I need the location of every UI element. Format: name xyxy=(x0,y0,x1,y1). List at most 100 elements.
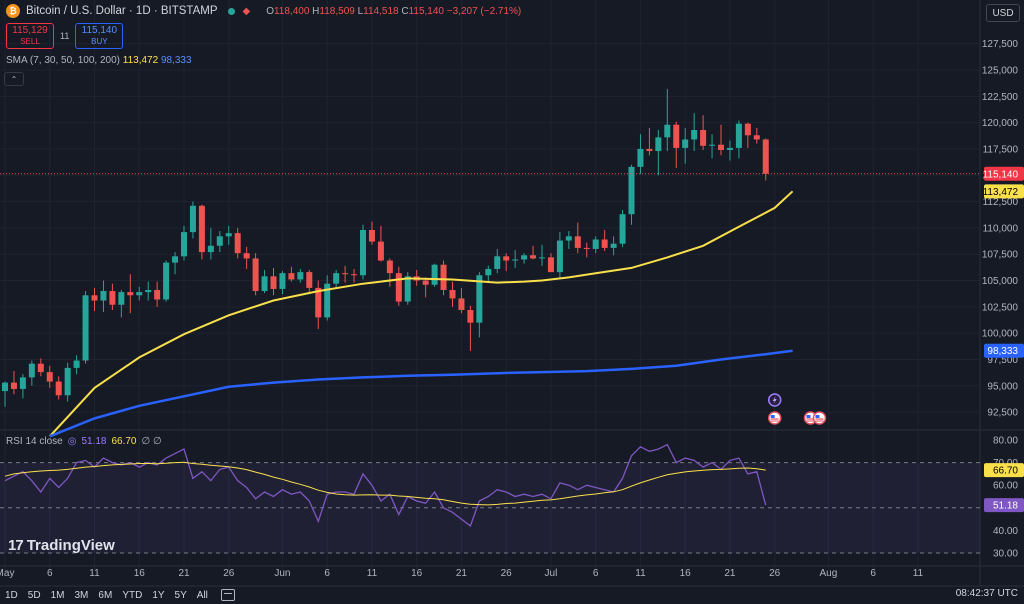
candle-body xyxy=(386,260,393,274)
sell-button[interactable]: 115,129 SELL xyxy=(6,23,54,49)
price-tick-label: 107,500 xyxy=(982,250,1019,261)
sma-legend[interactable]: SMA (7, 30, 50, 100, 200) 113,472 98,333 xyxy=(6,55,192,66)
time-tick-label: 16 xyxy=(411,568,423,579)
candle xyxy=(145,281,152,301)
candle-body xyxy=(655,137,662,152)
candle-body xyxy=(377,241,384,261)
candle-body xyxy=(37,363,44,373)
time-tick-label: 11 xyxy=(367,568,378,579)
us-flag-event-icon[interactable] xyxy=(812,411,827,425)
candle-body xyxy=(709,144,716,146)
candle xyxy=(655,130,662,176)
bottom-toolbar: 1D 5D 1M 3M 6M YTD 1Y 5Y All 08:42:37 UT… xyxy=(0,586,1024,604)
market-status-icon xyxy=(227,7,235,15)
candle xyxy=(10,371,17,395)
candle-body xyxy=(2,382,8,392)
rsi-tick-label: 30.00 xyxy=(993,548,1018,559)
candle xyxy=(163,260,170,302)
range-all-button[interactable]: All xyxy=(196,589,208,601)
tradingview-logo-icon: 17 xyxy=(8,537,24,554)
range-ytd-button[interactable]: YTD xyxy=(122,589,143,601)
utc-clock[interactable]: 08:42:37 UTC xyxy=(955,588,1018,599)
time-tick-label: 11 xyxy=(89,568,100,579)
rsi-tick-label: 40.00 xyxy=(993,526,1018,537)
candle xyxy=(619,210,626,247)
candle-body xyxy=(64,367,71,396)
candle-body xyxy=(628,166,635,215)
candle xyxy=(100,280,107,313)
candle-body xyxy=(198,205,205,253)
candle-body xyxy=(368,230,375,242)
range-1m-button[interactable]: 1M xyxy=(50,589,65,601)
candle-body xyxy=(404,276,411,302)
price-axis-value-label-bg xyxy=(984,343,1024,358)
rsi-settings-icon[interactable]: ◎ xyxy=(67,436,77,447)
sma-fast-value: 113,472 xyxy=(122,55,159,66)
price-tick-label: 112,500 xyxy=(983,197,1019,208)
sma-line xyxy=(49,349,793,438)
candle-body xyxy=(440,264,447,290)
range-5y-button[interactable]: 5Y xyxy=(174,589,187,601)
candle xyxy=(252,253,259,296)
candle-body xyxy=(136,292,143,296)
rsi-line xyxy=(4,443,767,527)
candle xyxy=(458,287,465,314)
time-tick-label: Jul xyxy=(545,568,558,579)
flag-icon[interactable]: ◆ xyxy=(242,5,251,17)
ohlc-open-value: 118,400 xyxy=(273,5,310,17)
price-tick-label: 97,500 xyxy=(987,355,1018,366)
go-to-date-icon[interactable] xyxy=(220,589,235,601)
range-3m-button[interactable]: 3M xyxy=(74,589,89,601)
candle xyxy=(351,268,358,283)
candle xyxy=(109,283,116,310)
price-tick-label: 127,500 xyxy=(982,39,1019,50)
range-6m-button[interactable]: 6M xyxy=(98,589,113,601)
candle-body xyxy=(467,310,474,323)
price-axis-value-label-text: 98,333 xyxy=(987,346,1018,357)
price-tick-label: 120,000 xyxy=(982,118,1019,129)
candle xyxy=(279,271,286,295)
time-tick-label: 11 xyxy=(913,568,924,579)
flag-canton xyxy=(815,415,820,418)
candle-body xyxy=(28,363,35,378)
candle-body xyxy=(360,230,366,276)
candle xyxy=(664,88,671,152)
candle-body xyxy=(252,258,259,292)
candle-body xyxy=(306,272,313,288)
candle xyxy=(467,305,474,352)
time-tick-label: 26 xyxy=(223,568,235,579)
range-1d-button[interactable]: 1D xyxy=(5,589,18,601)
rsi-legend[interactable]: RSI 14 close ◎ 51.18 66.70 ∅ ∅ xyxy=(6,436,162,447)
chart-header: ₿ Bitcoin / U.S. Dollar · 1D · BITSTAMP … xyxy=(0,0,980,86)
candle-body xyxy=(10,382,17,389)
ohlc-close-label: C xyxy=(401,5,409,17)
candle xyxy=(82,291,89,364)
candle-body xyxy=(109,291,116,305)
us-flag-event-icon[interactable] xyxy=(767,411,782,425)
tradingview-logo[interactable]: 17 TradingView xyxy=(8,537,115,554)
lightning-event-icon[interactable] xyxy=(767,393,782,407)
rsi-axis-value-label: 51.18 xyxy=(984,498,1024,513)
buy-button[interactable]: 115,140 BUY xyxy=(75,23,124,49)
currency-selector[interactable]: USD xyxy=(986,4,1020,22)
candle-body xyxy=(288,273,295,280)
price-tick-label: 105,000 xyxy=(982,276,1019,287)
symbol-title[interactable]: Bitcoin / U.S. Dollar · 1D · BITSTAMP xyxy=(26,5,218,17)
rsi-tick-label: 80.00 xyxy=(993,436,1018,447)
candle xyxy=(735,120,742,159)
range-1y-button[interactable]: 1Y xyxy=(152,589,165,601)
collapse-legend-button[interactable]: ⌃ xyxy=(4,72,24,86)
rsi-axis-value-label-text: 66.70 xyxy=(993,466,1018,477)
candle-body xyxy=(91,295,98,301)
candle xyxy=(440,260,447,296)
candle-body xyxy=(556,240,563,273)
candle xyxy=(306,270,313,295)
range-5d-button[interactable]: 5D xyxy=(27,589,41,601)
sma-legend-label: SMA (7, 30, 50, 100, 200) xyxy=(6,55,120,66)
candle-body xyxy=(637,148,644,167)
rsi-axis-value-label-text: 51.18 xyxy=(993,501,1018,512)
price-tick-label: 125,000 xyxy=(982,66,1019,77)
candle-body xyxy=(574,236,581,248)
candle xyxy=(127,274,134,314)
